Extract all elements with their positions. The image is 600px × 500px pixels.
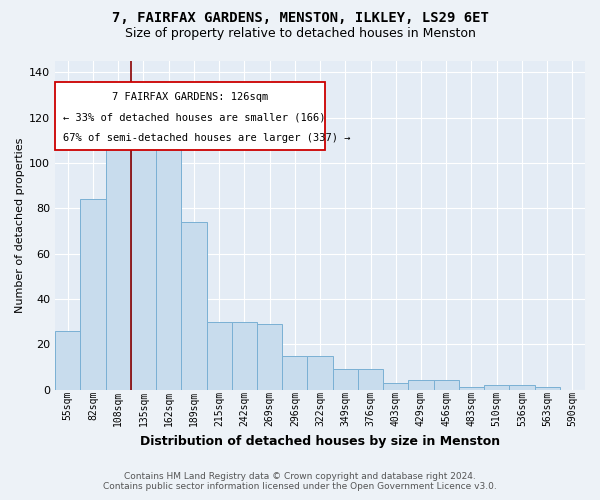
Text: 67% of semi-detached houses are larger (337) →: 67% of semi-detached houses are larger (… — [63, 134, 350, 143]
Bar — [459, 388, 484, 390]
Bar — [409, 380, 434, 390]
Bar — [80, 199, 106, 390]
Bar — [257, 324, 282, 390]
Text: Size of property relative to detached houses in Menston: Size of property relative to detached ho… — [125, 28, 475, 40]
Y-axis label: Number of detached properties: Number of detached properties — [15, 138, 25, 313]
Text: 7 FAIRFAX GARDENS: 126sqm: 7 FAIRFAX GARDENS: 126sqm — [112, 92, 268, 102]
Bar — [434, 380, 459, 390]
Bar — [181, 222, 206, 390]
Bar — [332, 369, 358, 390]
Bar — [206, 322, 232, 390]
X-axis label: Distribution of detached houses by size in Menston: Distribution of detached houses by size … — [140, 434, 500, 448]
Bar — [156, 150, 181, 390]
Text: 7, FAIRFAX GARDENS, MENSTON, ILKLEY, LS29 6ET: 7, FAIRFAX GARDENS, MENSTON, ILKLEY, LS2… — [112, 11, 488, 25]
Text: Contains HM Land Registry data © Crown copyright and database right 2024.
Contai: Contains HM Land Registry data © Crown c… — [103, 472, 497, 491]
FancyBboxPatch shape — [55, 82, 325, 150]
Text: ← 33% of detached houses are smaller (166): ← 33% of detached houses are smaller (16… — [63, 112, 326, 122]
Bar — [383, 382, 409, 390]
Bar — [358, 369, 383, 390]
Bar — [282, 356, 307, 390]
Bar — [55, 330, 80, 390]
Bar — [535, 388, 560, 390]
Bar — [484, 385, 509, 390]
Bar — [509, 385, 535, 390]
Bar — [307, 356, 332, 390]
Bar — [131, 142, 156, 390]
Bar — [106, 142, 131, 390]
Bar — [232, 322, 257, 390]
